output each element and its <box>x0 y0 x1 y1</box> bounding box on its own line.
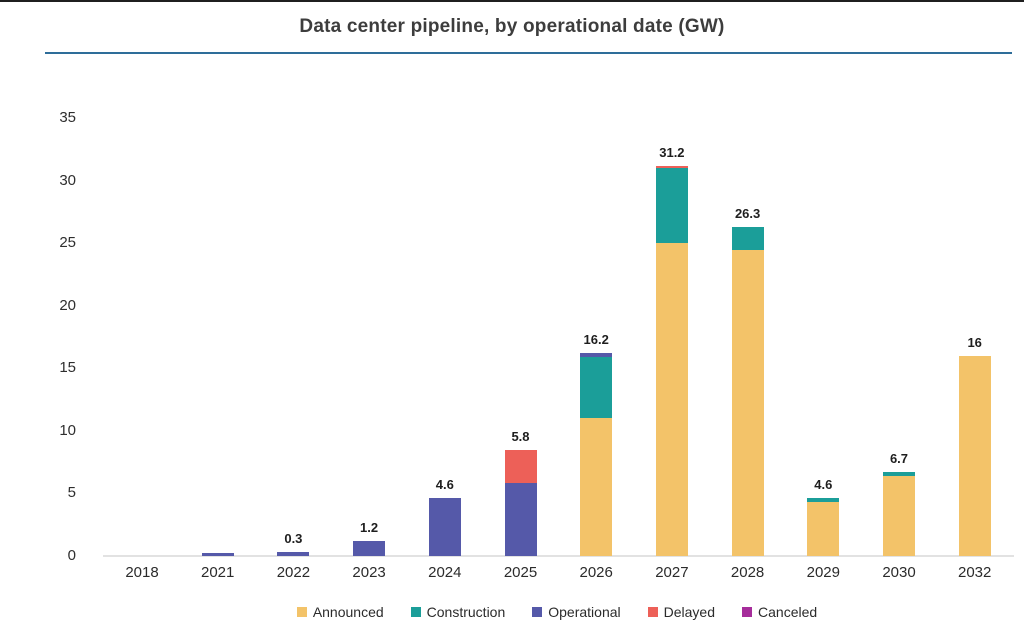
x-tick-label: 2027 <box>655 564 689 581</box>
legend-swatch-delayed <box>647 607 658 617</box>
legend-item-delayed: Delayed <box>647 604 716 620</box>
legend-item-announced: Announced <box>296 604 384 620</box>
bar-segment-announced-2026 <box>580 418 613 556</box>
bar-segment-announced-2029 <box>807 502 840 556</box>
x-axis-baseline <box>103 555 1014 557</box>
x-tick-label: 2032 <box>958 564 992 581</box>
y-tick-label: 25 <box>59 234 76 252</box>
x-tick-label: 2021 <box>201 564 235 581</box>
bar-total-label: 1.2 <box>360 519 379 535</box>
legend-swatch-operational <box>532 607 543 617</box>
bar-segment-construction-2030 <box>883 472 915 476</box>
y-tick-label: 35 <box>59 109 76 127</box>
bar-segment-announced-2027 <box>655 243 688 556</box>
bar-segment-announced-2030 <box>883 475 915 556</box>
x-tick-label: 2026 <box>579 564 613 581</box>
x-tick-label: 2022 <box>276 564 311 581</box>
x-tick-label: 2028 <box>730 564 765 581</box>
bar-total-label: 16.2 <box>583 332 609 348</box>
legend-swatch-announced <box>296 607 307 617</box>
legend-label: Announced <box>312 604 384 620</box>
bar-segment-construction-2027 <box>655 168 688 244</box>
bar-segment-operational-2023 <box>353 540 386 556</box>
bar-total-label: 16 <box>967 334 982 350</box>
bar-segment-announced-2032 <box>958 355 991 556</box>
legend-swatch-construction <box>410 607 421 617</box>
legend-label: Construction <box>426 604 506 620</box>
legend-label: Delayed <box>663 604 716 620</box>
y-tick-label: 10 <box>59 421 76 439</box>
legend-label: Operational <box>548 604 621 620</box>
chart-legend: Announced Construction Operational Delayed C… <box>100 604 1014 620</box>
x-tick-label: 2024 <box>428 564 462 581</box>
legend-label: Canceled <box>758 604 818 620</box>
bar-total-label: 4.6 <box>435 477 454 493</box>
bar-segment-operational-2026 <box>580 353 613 358</box>
bar-total-label: 5.8 <box>511 428 530 444</box>
bar-segment-construction-2026 <box>580 357 613 419</box>
x-tick-label: 2023 <box>352 564 386 581</box>
y-tick-label: 30 <box>59 171 76 189</box>
y-tick-label: 20 <box>59 296 76 314</box>
x-tick-label: 2025 <box>503 564 538 581</box>
top-border <box>0 0 1024 2</box>
x-tick-label: 2030 <box>882 564 916 581</box>
bar-total-label: 4.6 <box>814 477 833 493</box>
bar-segment-operational-2021 <box>201 553 234 556</box>
bar-total-label: 0.3 <box>284 531 303 547</box>
y-tick-label: 5 <box>67 484 76 502</box>
bar-segment-operational-2022 <box>277 552 310 556</box>
legend-item-construction: Construction <box>410 604 506 620</box>
legend-item-operational: Operational <box>532 604 621 620</box>
legend-item-canceled: Canceled <box>742 604 817 620</box>
bar-segment-construction-2028 <box>731 226 764 250</box>
bar-segment-operational-2024 <box>428 498 461 556</box>
title-divider <box>45 52 1012 54</box>
y-tick-label: 0 <box>67 547 76 564</box>
bar-segment-operational-2025 <box>504 483 537 556</box>
legend-swatch-canceled <box>742 607 753 617</box>
x-tick-label: 2029 <box>806 564 840 581</box>
y-tick-label: 15 <box>59 359 76 377</box>
bar-total-label: 6.7 <box>889 451 909 467</box>
bar-segment-construction-2029 <box>807 498 840 503</box>
bar-segment-delayed-2025 <box>504 449 537 484</box>
chart-title: Data center pipeline, by operational dat… <box>299 16 725 37</box>
bar-total-label: 26.3 <box>734 205 761 221</box>
bar-segment-delayed-2027 <box>655 165 688 169</box>
bar-total-label: 31.2 <box>659 144 685 160</box>
bar-segment-announced-2028 <box>731 249 764 556</box>
x-tick-label: 2018 <box>125 564 159 581</box>
